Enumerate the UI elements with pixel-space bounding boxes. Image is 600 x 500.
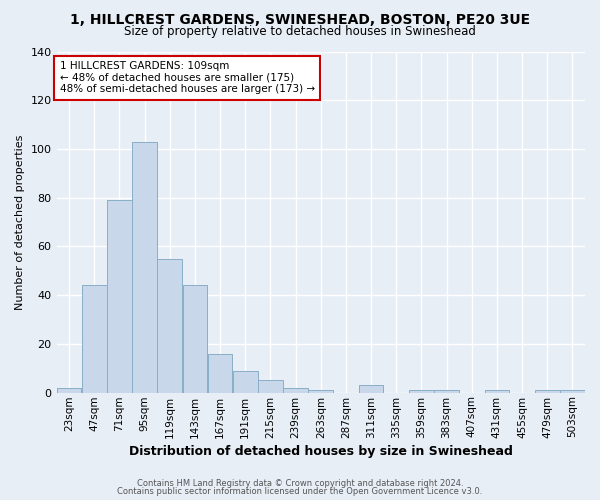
Bar [283,388,308,392]
Bar [535,390,560,392]
Bar [359,386,383,392]
X-axis label: Distribution of detached houses by size in Swineshead: Distribution of detached houses by size … [129,444,513,458]
Text: Contains public sector information licensed under the Open Government Licence v3: Contains public sector information licen… [118,487,482,496]
Text: Size of property relative to detached houses in Swineshead: Size of property relative to detached ho… [124,25,476,38]
Y-axis label: Number of detached properties: Number of detached properties [15,134,25,310]
Bar [258,380,283,392]
Bar [233,370,257,392]
Bar [485,390,509,392]
Bar [182,286,207,393]
Bar [82,286,107,393]
Text: 1, HILLCREST GARDENS, SWINESHEAD, BOSTON, PE20 3UE: 1, HILLCREST GARDENS, SWINESHEAD, BOSTON… [70,12,530,26]
Bar [208,354,232,393]
Bar [132,142,157,392]
Bar [308,390,333,392]
Bar [434,390,459,392]
Text: Contains HM Land Registry data © Crown copyright and database right 2024.: Contains HM Land Registry data © Crown c… [137,478,463,488]
Bar [560,390,585,392]
Bar [409,390,434,392]
Bar [157,258,182,392]
Text: 1 HILLCREST GARDENS: 109sqm
← 48% of detached houses are smaller (175)
48% of se: 1 HILLCREST GARDENS: 109sqm ← 48% of det… [59,61,315,94]
Bar [107,200,132,392]
Bar [57,388,82,392]
